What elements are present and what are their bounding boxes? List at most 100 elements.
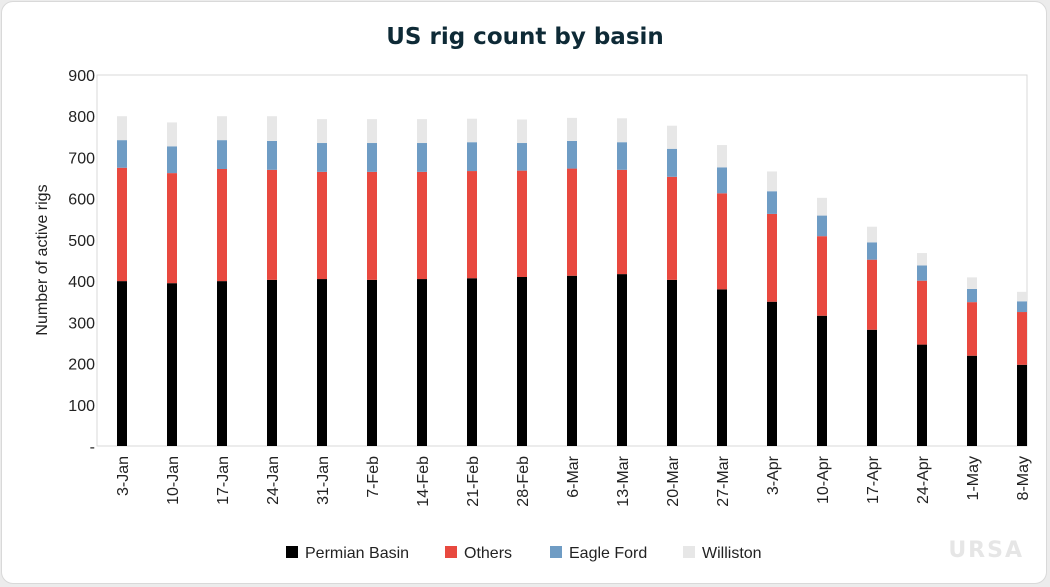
bar-segment-others: [1017, 312, 1027, 365]
bar-segment-williston: [717, 145, 727, 168]
y-tick-label: -: [90, 439, 95, 456]
bar-segment-eagle-ford: [167, 146, 177, 174]
bar-segment-eagle-ford: [117, 140, 127, 168]
bar-segment-permian-basin: [117, 281, 127, 446]
bar-segment-others: [267, 169, 277, 280]
x-tick-label: 20-Mar: [665, 455, 682, 506]
bar-segment-eagle-ford: [317, 143, 327, 172]
bar-segment-permian-basin: [817, 315, 827, 446]
x-tick-label: 21-Feb: [465, 456, 482, 507]
legend-swatch: [286, 546, 298, 558]
bar-segment-eagle-ford: [517, 143, 527, 171]
bar-segment-eagle-ford: [817, 215, 827, 237]
bar-segment-williston: [967, 277, 977, 289]
bar-segment-others: [817, 236, 827, 316]
legend-label: Permian Basin: [305, 545, 409, 562]
y-tick-label: 500: [68, 233, 95, 250]
x-tick-label: 13-Mar: [615, 455, 632, 506]
bar-segment-permian-basin: [167, 283, 177, 446]
bar-segment-williston: [367, 119, 377, 144]
bar-segment-williston: [1017, 291, 1027, 302]
bar-segment-williston: [617, 118, 627, 143]
bar-segment-others: [517, 170, 527, 277]
x-tick-label: 10-Apr: [815, 455, 832, 504]
bar-segment-williston: [417, 119, 427, 144]
legend: Permian Basin Others Eagle Ford Williston: [286, 545, 762, 562]
x-tick-label: 27-Mar: [715, 455, 732, 506]
bar-segment-williston: [317, 119, 327, 144]
bar-segment-others: [217, 168, 227, 282]
bar-segment-others: [167, 173, 177, 284]
legend-swatch: [445, 546, 457, 558]
bar-segment-permian-basin: [317, 279, 327, 446]
x-tick-label: 14-Feb: [415, 456, 432, 507]
bar-segment-permian-basin: [517, 276, 527, 446]
bar-segment-eagle-ford: [367, 143, 377, 172]
bar-segment-others: [117, 167, 127, 282]
bar-segment-permian-basin: [1017, 364, 1027, 446]
y-tick-label: 300: [68, 315, 95, 332]
bars-group: [117, 116, 1027, 446]
y-tick-label: 100: [68, 398, 95, 415]
bar-segment-williston: [117, 116, 127, 141]
x-tick-label: 17-Jan: [215, 456, 232, 505]
x-tick-label: 3-Jan: [115, 456, 132, 496]
bar-segment-eagle-ford: [767, 191, 777, 214]
bar-segment-others: [867, 259, 877, 330]
bar-segment-others: [567, 168, 577, 276]
bar-segment-eagle-ford: [467, 142, 477, 172]
y-tick-label: 400: [68, 274, 95, 291]
y-axis: - 100 200 300 400 500 600 700 800 900: [68, 68, 95, 456]
x-tick-label: 24-Jan: [265, 456, 282, 505]
bar-segment-permian-basin: [467, 278, 477, 446]
bar-segment-williston: [517, 119, 527, 144]
bar-segment-others: [617, 169, 627, 275]
y-tick-label: 800: [68, 109, 95, 126]
bar-segment-eagle-ford: [417, 143, 427, 172]
bar-segment-others: [367, 171, 377, 280]
bar-segment-eagle-ford: [867, 242, 877, 260]
bar-segment-eagle-ford: [267, 140, 277, 170]
bar-segment-williston: [917, 253, 927, 266]
bar-segment-permian-basin: [267, 279, 277, 446]
y-axis-label: Number of active rigs: [34, 184, 51, 335]
y-tick-label: 600: [68, 192, 95, 209]
x-tick-label: 31-Jan: [315, 456, 332, 505]
bar-segment-eagle-ford: [567, 140, 577, 169]
x-tick-label: 17-Apr: [865, 455, 882, 504]
bar-segment-eagle-ford: [917, 265, 927, 281]
y-tick-label: 200: [68, 357, 95, 374]
bar-segment-permian-basin: [217, 281, 227, 446]
bar-segment-eagle-ford: [617, 142, 627, 170]
bar-segment-williston: [867, 226, 877, 243]
bar-segment-eagle-ford: [717, 167, 727, 194]
bar-segment-permian-basin: [567, 275, 577, 446]
bar-segment-williston: [267, 116, 277, 141]
bar-segment-permian-basin: [767, 301, 777, 446]
plot-area: [96, 74, 1028, 447]
chart-title: US rig count by basin: [386, 24, 664, 50]
bar-segment-permian-basin: [867, 329, 877, 446]
x-tick-label: 10-Jan: [165, 456, 182, 505]
bar-segment-williston: [567, 117, 577, 141]
watermark-logo: URSA: [948, 538, 1024, 563]
y-tick-label: 900: [68, 68, 95, 85]
bar-segment-williston: [467, 118, 477, 143]
x-axis: 3-Jan 10-Jan 17-Jan 24-Jan 31-Jan 7-Feb 14-Feb…: [115, 455, 1032, 506]
bar-segment-others: [717, 193, 727, 290]
bar-segment-williston: [167, 122, 177, 147]
legend-label: Eagle Ford: [569, 545, 647, 562]
legend-swatch: [683, 546, 695, 558]
bar-segment-eagle-ford: [1017, 301, 1027, 313]
bar-segment-williston: [667, 125, 677, 149]
legend-swatch: [550, 546, 562, 558]
y-tick-label: 700: [68, 150, 95, 167]
x-tick-label: 1-May: [965, 456, 982, 500]
bar-segment-permian-basin: [917, 344, 927, 446]
bar-segment-permian-basin: [667, 279, 677, 446]
bar-segment-others: [417, 171, 427, 280]
bar-segment-others: [767, 213, 777, 302]
bar-segment-permian-basin: [617, 274, 627, 446]
bar-segment-permian-basin: [967, 355, 977, 446]
